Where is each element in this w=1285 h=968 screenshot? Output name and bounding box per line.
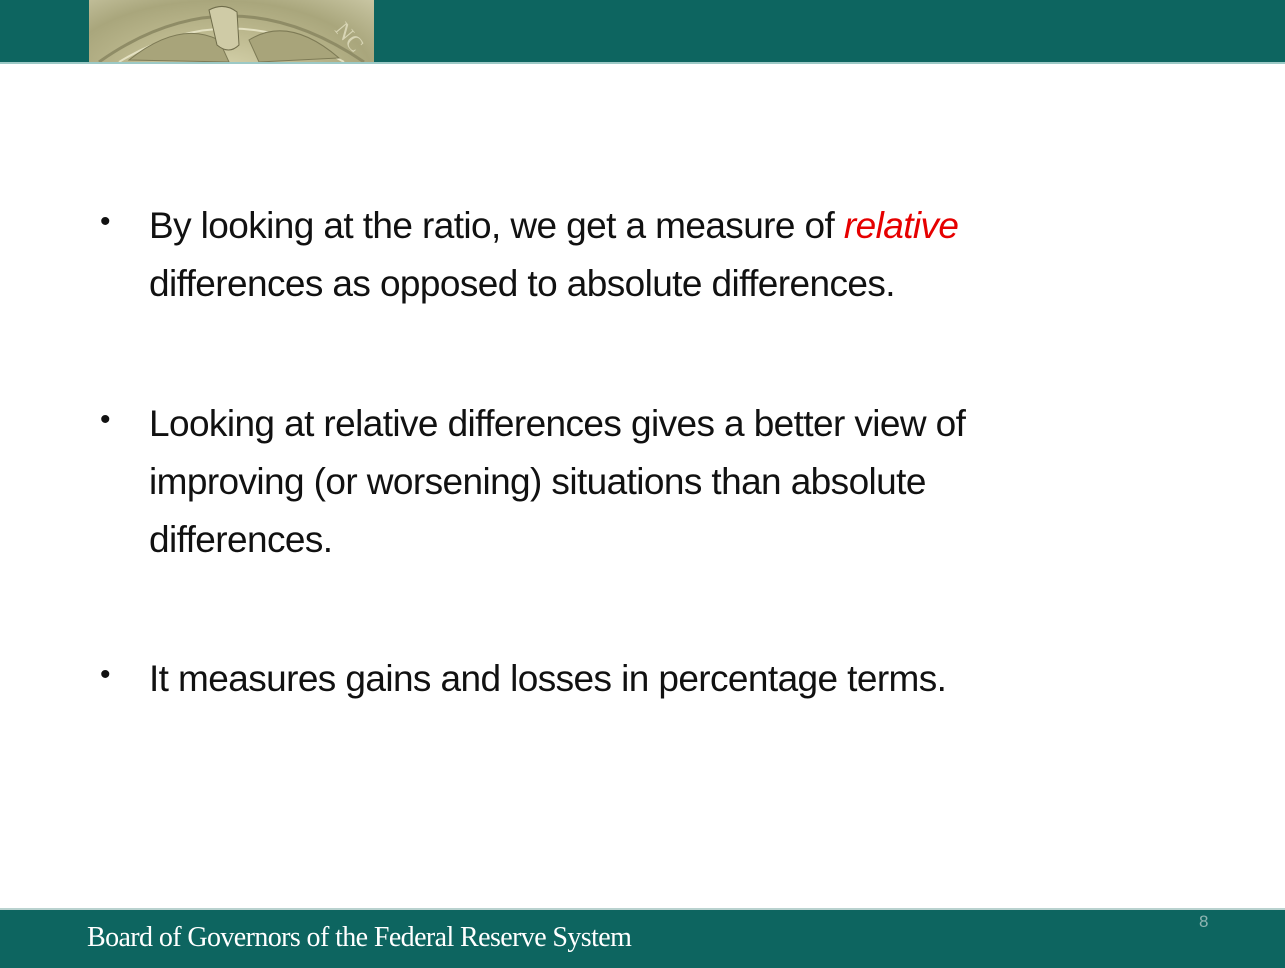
bullet-line: Looking at relative differences gives a … xyxy=(149,403,966,444)
footer-organization-name: Board of Governors of the Federal Reserv… xyxy=(87,922,632,953)
bullet-line: differences as opposed to absolute diffe… xyxy=(149,263,896,304)
bullet-text: By looking at the ratio, we get a measur… xyxy=(149,205,844,246)
bullet-line: differences. xyxy=(149,519,333,560)
svg-text:NC: NC xyxy=(330,17,369,56)
header-bar: NC xyxy=(0,0,1285,64)
page-number: 8 xyxy=(1199,912,1209,931)
bullet-line: improving (or worsening) situations than… xyxy=(149,461,926,502)
bullet-dot: • xyxy=(100,205,111,238)
bullet-dot: • xyxy=(100,658,111,691)
federal-reserve-seal-logo: NC xyxy=(89,0,374,62)
bullet-line: It measures gains and losses in percenta… xyxy=(149,658,947,699)
bullet-line: By looking at the ratio, we get a measur… xyxy=(149,197,959,255)
footer-bar: Board of Governors of the Federal Reserv… xyxy=(0,908,1285,968)
bullet-dot: • xyxy=(100,403,111,436)
emphasized-word: relative xyxy=(843,205,959,246)
